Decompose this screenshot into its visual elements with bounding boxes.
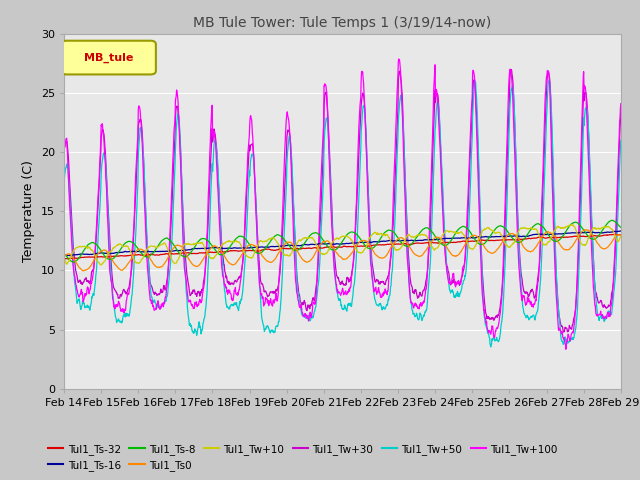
Text: MB_tule: MB_tule (84, 52, 133, 62)
Title: MB Tule Tower: Tule Temps 1 (3/19/14-now): MB Tule Tower: Tule Temps 1 (3/19/14-now… (193, 16, 492, 30)
Y-axis label: Temperature (C): Temperature (C) (22, 160, 35, 262)
FancyBboxPatch shape (61, 41, 156, 74)
Legend: Tul1_Ts-32, Tul1_Ts-16, Tul1_Ts-8, Tul1_Ts0, Tul1_Tw+10, Tul1_Tw+30, Tul1_Tw+50,: Tul1_Ts-32, Tul1_Ts-16, Tul1_Ts-8, Tul1_… (44, 439, 562, 475)
